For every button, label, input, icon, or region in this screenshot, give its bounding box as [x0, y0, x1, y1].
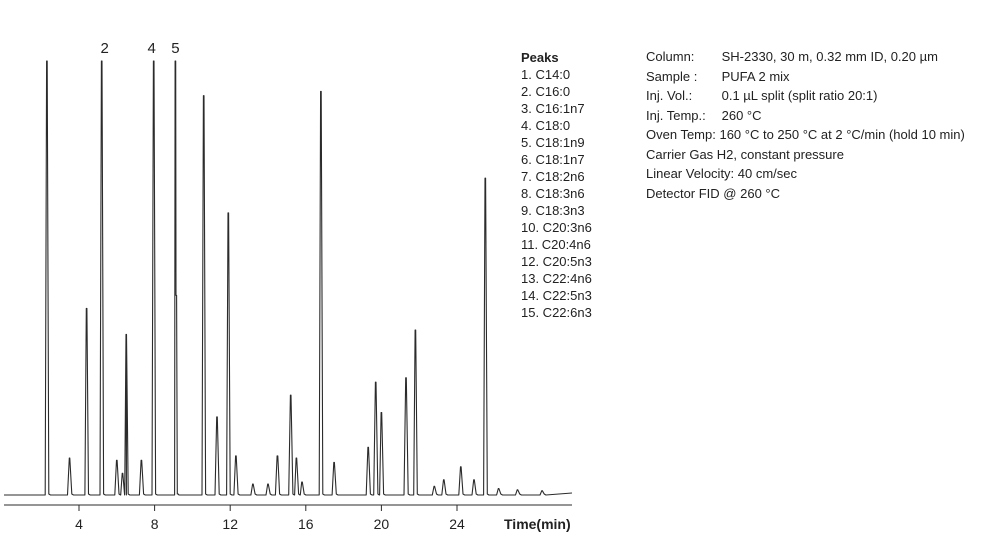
peaks-legend: Peaks 1. C14:0 2. C16:0 3. C16:1n7 4. C1…: [521, 49, 592, 321]
x-tick-label: 20: [374, 516, 390, 532]
peak-label: 13: [409, 0, 426, 4]
legend-item: 10. C20:3n6: [521, 220, 592, 235]
peak-label: 11: [315, 0, 331, 4]
sample-value: PUFA 2 mix: [721, 68, 790, 84]
peak-label: 9: [223, 0, 231, 4]
condition-inj-vol: Inj. Vol.: 0.1 µL split (split ratio 20:…: [646, 86, 965, 106]
legend-item: 11. C20:4n6: [521, 237, 591, 252]
condition-velocity: Linear Velocity: 40 cm/sec: [646, 166, 798, 181]
peak-label: 2: [101, 40, 109, 57]
legend-title: Peaks: [521, 50, 559, 65]
method-conditions: Column: SH-2330, 30 m, 0.32 mm ID, 0.20 …: [646, 47, 965, 203]
peak-label: 3: [112, 0, 120, 4]
peak-label: 4: [147, 40, 155, 57]
inj-temp-label: Inj. Temp.:: [646, 107, 706, 123]
peak-label: 6: [180, 0, 188, 4]
inj-vol-value: 0.1 µL split (split ratio 20:1): [721, 88, 878, 103]
peak-label: 8: [210, 0, 218, 4]
column-value: SH-2330, 30 m, 0.32 mm ID, 0.20 µm: [721, 49, 938, 64]
legend-item: 6. C18:1n7: [521, 152, 585, 167]
legend-item: 4. C18:0: [521, 118, 571, 133]
x-axis-title: Time(min): [504, 516, 571, 532]
x-tick-label: 4: [75, 516, 83, 532]
peak-label: 1: [65, 0, 73, 4]
condition-carrier: Carrier Gas H2, constant pressure: [646, 146, 844, 162]
column-label: Column:: [646, 49, 695, 64]
peak-label: 12: [366, 0, 383, 4]
x-axis-ticks: 4 8 12 16 20 24: [75, 505, 465, 532]
legend-item: 3. C16:1n7: [521, 101, 585, 116]
x-tick-label: 16: [298, 516, 314, 532]
x-tick-label: 8: [151, 516, 159, 532]
legend-item: 8. C18:3n6: [521, 186, 585, 201]
condition-inj-temp: Inj. Temp.: 260 °C: [646, 106, 965, 126]
x-tick-label: 24: [449, 516, 465, 532]
chromatogram-trace: [4, 60, 573, 496]
x-tick-label: 12: [222, 516, 238, 532]
peak-label: 5: [171, 40, 179, 57]
peak-label: 10: [278, 0, 295, 4]
legend-item: 13. C22:4n6: [521, 271, 592, 286]
legend-item: 2. C16:0: [521, 84, 571, 99]
condition-column: Column: SH-2330, 30 m, 0.32 mm ID, 0.20 …: [646, 47, 965, 67]
inj-temp-value: 260 °C: [721, 107, 762, 123]
peak-label: 7: [204, 0, 212, 4]
condition-oven: Oven Temp: 160 °C to 250 °C at 2 °C/min …: [646, 127, 965, 142]
legend-item: 7. C18:2n6: [521, 169, 585, 184]
condition-detector: Detector FID @ 260 °C: [646, 185, 780, 201]
legend-item: 14. C22:5n3: [521, 288, 592, 303]
peak-labels: 123456789101112131415: [65, 0, 495, 57]
legend-item: 12. C20:5n3: [521, 254, 592, 269]
legend-item: 15. C22:6n3: [521, 305, 592, 320]
peak-label: 15: [479, 0, 496, 4]
peak-label: 14: [453, 0, 470, 4]
legend-item: 9. C18:3n3: [521, 203, 585, 218]
sample-label: Sample :: [646, 68, 698, 84]
legend-item: 1. C14:0: [521, 67, 571, 82]
inj-vol-label: Inj. Vol.:: [646, 88, 693, 103]
condition-sample: Sample : PUFA 2 mix: [646, 67, 965, 87]
legend-item: 5. C18:1n9: [521, 135, 585, 150]
